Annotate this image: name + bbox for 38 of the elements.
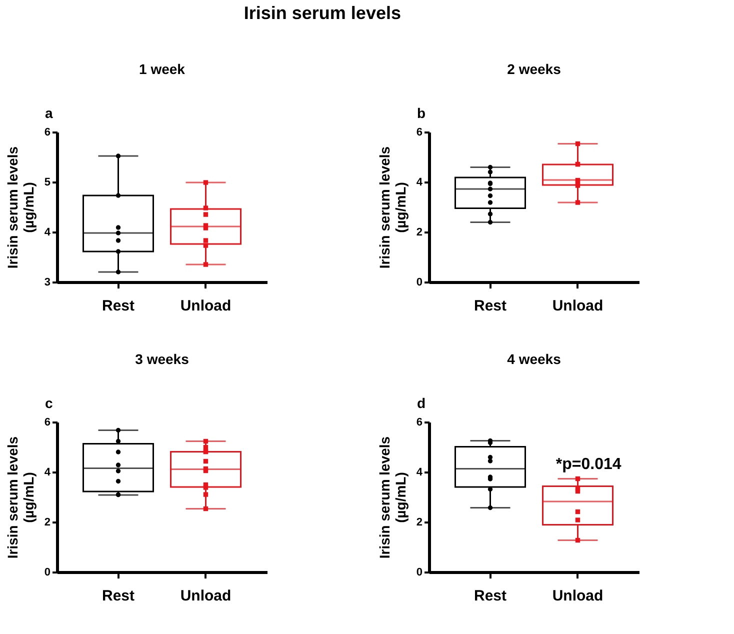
chart-title: 2 weeks bbox=[507, 61, 562, 77]
y-tick-label: 6 bbox=[416, 126, 422, 138]
y-axis-title: Irisin serum levels (µg/mL) bbox=[4, 146, 36, 269]
text: b bbox=[417, 105, 426, 121]
y-tick-label: 2 bbox=[416, 226, 422, 238]
chart-title: 4 weeks bbox=[507, 351, 562, 367]
x-tick-label: Rest bbox=[102, 588, 135, 604]
y-axis-title: Irisin serum levels (µg/mL) bbox=[376, 436, 408, 559]
chart-title: 3 weeks bbox=[135, 351, 190, 367]
y-tick-label: 6 bbox=[44, 416, 50, 428]
y-tick-label: 4 bbox=[44, 226, 52, 238]
y-tick-label: 4 bbox=[416, 176, 424, 188]
y-tick-label: 3 bbox=[44, 276, 50, 288]
text: c bbox=[45, 395, 53, 411]
x-tick-label: Unload bbox=[180, 588, 232, 604]
y-tick-label: 0 bbox=[416, 276, 422, 288]
y-tick-label: 0 bbox=[44, 566, 50, 578]
y-tick-label: 6 bbox=[44, 126, 50, 138]
x-tick-label: Unload bbox=[180, 298, 232, 314]
y-tick-label: 4 bbox=[44, 466, 52, 478]
chart-title: 1 week bbox=[139, 61, 186, 77]
x-tick-label: Rest bbox=[102, 298, 135, 314]
x-tick-label: Unload bbox=[552, 298, 604, 314]
y-tick-label: 6 bbox=[416, 416, 422, 428]
y-tick-label: 5 bbox=[44, 176, 50, 188]
x-tick-label: Rest bbox=[474, 588, 507, 604]
text: Irisin serum levels bbox=[244, 3, 401, 23]
y-axis-title: Irisin serum levels (µg/mL) bbox=[376, 146, 408, 269]
x-tick-label: Rest bbox=[474, 298, 507, 314]
y-tick-label: 2 bbox=[44, 516, 50, 528]
text: a bbox=[45, 105, 53, 121]
x-tick-label: Unload bbox=[552, 588, 604, 604]
y-tick-label: 2 bbox=[416, 516, 422, 528]
annotation: *p=0.014 bbox=[556, 456, 622, 473]
y-axis-title: Irisin serum levels (µg/mL) bbox=[4, 436, 36, 559]
y-tick-label: 0 bbox=[416, 566, 422, 578]
y-tick-label: 4 bbox=[416, 466, 424, 478]
text: d bbox=[417, 395, 426, 411]
